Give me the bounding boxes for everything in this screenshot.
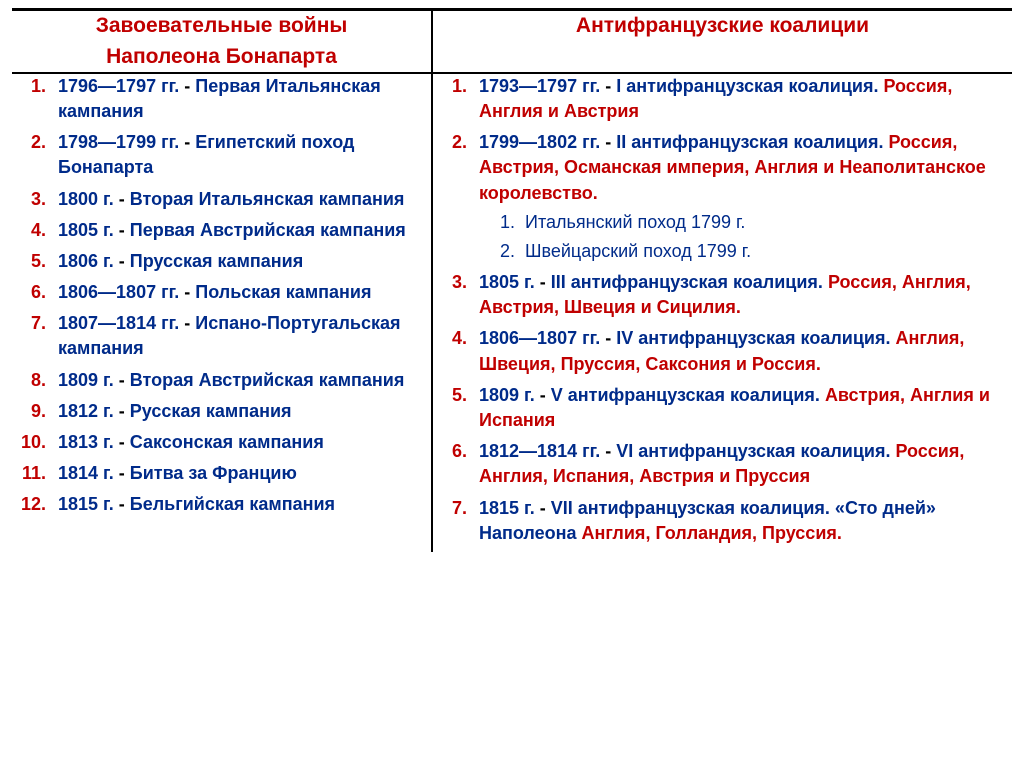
campaigns-list: 1796—1797 гг. - Первая Итальянская кампа… <box>12 74 431 518</box>
separator: - <box>179 76 195 96</box>
coalition-item: 1799—1802 гг. - II антифранцузская коали… <box>433 130 1012 264</box>
coalition-item: 1815 г. - VII антифранцузская коалиция. … <box>433 496 1012 546</box>
left-column-title: Завоевательные войны Наполеона Бонапарта <box>12 10 432 73</box>
campaign-name: Бельгийская кампания <box>130 494 335 514</box>
sub-campaigns-list: Итальянский поход 1799 г. Швейцарский пох… <box>479 210 1012 264</box>
campaign-item: 1806 г. - Прусская кампания <box>12 249 431 274</box>
separator: - <box>600 132 616 152</box>
campaign-date: 1798—1799 гг. <box>58 132 179 152</box>
campaign-item: 1813 г. - Саксонская кампания <box>12 430 431 455</box>
coalition-name: III антифранцузская коалиция. <box>551 272 828 292</box>
separator: - <box>535 272 551 292</box>
campaign-date: 1807—1814 гг. <box>58 313 179 333</box>
separator: - <box>535 498 551 518</box>
campaign-item: 1809 г. - Вторая Австрийская кампания <box>12 368 431 393</box>
campaign-date: 1796—1797 гг. <box>58 76 179 96</box>
coalition-date: 1805 г. <box>479 272 535 292</box>
campaign-name: Вторая Австрийская кампания <box>130 370 405 390</box>
campaign-date: 1809 г. <box>58 370 114 390</box>
campaign-name: Русская кампания <box>130 401 292 421</box>
separator: - <box>535 385 551 405</box>
title-text: Антифранцузские коалиции <box>576 14 869 37</box>
campaign-name: Вторая Итальянская кампания <box>130 189 405 209</box>
campaign-date: 1800 г. <box>58 189 114 209</box>
separator: - <box>600 441 616 461</box>
separator: - <box>114 432 130 452</box>
campaign-item: 1798—1799 гг. - Египетский поход Бонапар… <box>12 130 431 180</box>
coalition-name: II антифранцузская коалиция. <box>616 132 888 152</box>
separator: - <box>179 282 195 302</box>
title-line1: Завоевательные войны <box>96 14 348 37</box>
body-row: 1796—1797 гг. - Первая Итальянская кампа… <box>12 73 1012 552</box>
separator: - <box>600 76 616 96</box>
campaign-name: Саксонская кампания <box>130 432 324 452</box>
coalition-members: Англия, Голландия, Пруссия. <box>582 523 842 543</box>
campaign-date: 1814 г. <box>58 463 114 483</box>
coalition-item: 1812—1814 гг. - VI антифранцузская коали… <box>433 439 1012 489</box>
separator: - <box>114 251 130 271</box>
coalition-item: 1793—1797 гг. - I антифранцузская коалиц… <box>433 74 1012 124</box>
campaign-item: 1805 г. - Первая Австрийская кампания <box>12 218 431 243</box>
campaign-name: Первая Австрийская кампания <box>130 220 406 240</box>
separator: - <box>114 220 130 240</box>
separator: - <box>114 401 130 421</box>
campaign-date: 1806 г. <box>58 251 114 271</box>
coalition-item: 1809 г. - V антифранцузская коалиция. Ав… <box>433 383 1012 433</box>
coalition-date: 1793—1797 гг. <box>479 76 600 96</box>
coalition-date: 1799—1802 гг. <box>479 132 600 152</box>
coalition-name: I антифранцузская коалиция. <box>616 76 883 96</box>
separator: - <box>114 463 130 483</box>
separator: - <box>114 370 130 390</box>
coalition-date: 1806—1807 гг. <box>479 328 600 348</box>
campaign-item: 1812 г. - Русская кампания <box>12 399 431 424</box>
campaign-item: 1807—1814 гг. - Испано-Португальская кам… <box>12 311 431 361</box>
coalition-date: 1809 г. <box>479 385 535 405</box>
campaign-name: Битва за Францию <box>130 463 297 483</box>
coalition-item: 1806—1807 гг. - IV антифранцузская коали… <box>433 326 1012 376</box>
campaign-date: 1805 г. <box>58 220 114 240</box>
separator: - <box>600 328 616 348</box>
coalitions-list: 1793—1797 гг. - I антифранцузская коалиц… <box>433 74 1012 546</box>
coalition-date: 1812—1814 гг. <box>479 441 600 461</box>
campaign-date: 1813 г. <box>58 432 114 452</box>
coalition-date: 1815 г. <box>479 498 535 518</box>
separator: - <box>179 132 195 152</box>
campaign-item: 1815 г. - Бельгийская кампания <box>12 492 431 517</box>
title-line2: Наполеона Бонапарта <box>12 42 431 71</box>
campaign-name: Польская кампания <box>195 282 371 302</box>
campaign-date: 1812 г. <box>58 401 114 421</box>
header-row: Завоевательные войны Наполеона Бонапарта… <box>12 10 1012 73</box>
sub-campaign-item: Итальянский поход 1799 г. <box>479 210 1012 235</box>
left-body: 1796—1797 гг. - Первая Итальянская кампа… <box>12 73 432 552</box>
comparison-table: Завоевательные войны Наполеона Бонапарта… <box>12 8 1012 552</box>
campaign-item: 1800 г. - Вторая Итальянская кампания <box>12 187 431 212</box>
separator: - <box>114 494 130 514</box>
campaign-date: 1815 г. <box>58 494 114 514</box>
campaign-item: 1814 г. - Битва за Францию <box>12 461 431 486</box>
coalition-name: IV антифранцузская коалиция. <box>616 328 895 348</box>
separator: - <box>179 313 195 333</box>
campaign-name: Прусская кампания <box>130 251 303 271</box>
campaign-item: 1806—1807 гг. - Польская кампания <box>12 280 431 305</box>
coalition-name: V антифранцузская коалиция. <box>551 385 825 405</box>
sub-campaign-item: Швейцарский поход 1799 г. <box>479 239 1012 264</box>
separator: - <box>114 189 130 209</box>
campaign-date: 1806—1807 гг. <box>58 282 179 302</box>
campaign-item: 1796—1797 гг. - Первая Итальянская кампа… <box>12 74 431 124</box>
right-body: 1793—1797 гг. - I антифранцузская коалиц… <box>432 73 1012 552</box>
coalition-item: 1805 г. - III антифранцузская коалиция. … <box>433 270 1012 320</box>
right-column-title: Антифранцузские коалиции <box>432 10 1012 73</box>
coalition-name: VI антифранцузская коалиция. <box>616 441 895 461</box>
